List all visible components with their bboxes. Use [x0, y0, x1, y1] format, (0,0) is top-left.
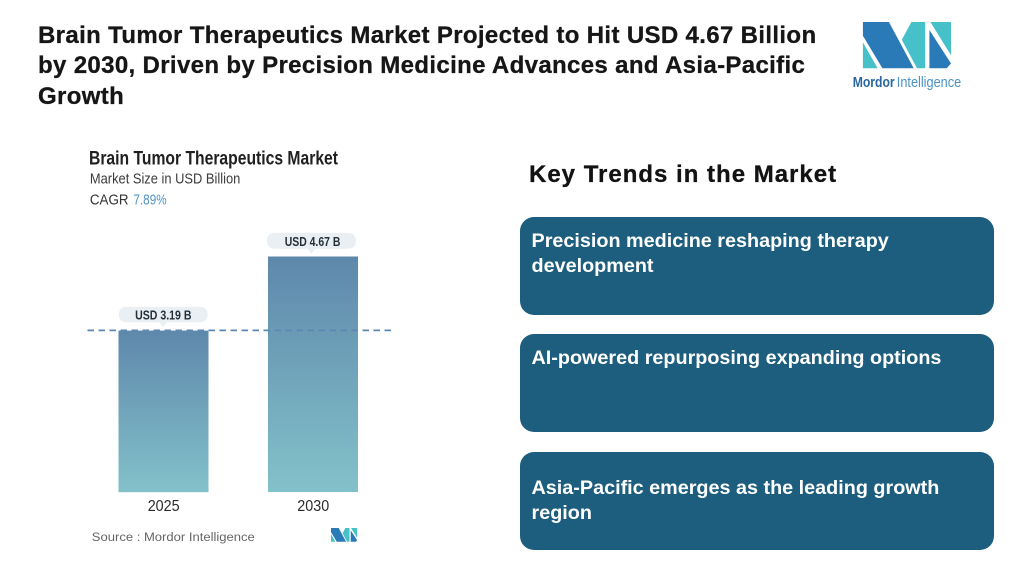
svg-text:Market Size in USD Billion: Market Size in USD Billion [90, 172, 240, 188]
svg-text:7.89%: 7.89% [133, 192, 166, 208]
svg-text:USD 3.19 B: USD 3.19 B [135, 308, 191, 323]
svg-text:2025: 2025 [148, 498, 180, 515]
svg-text:CAGR: CAGR [90, 192, 129, 208]
svg-text:Intelligence: Intelligence [897, 74, 961, 91]
svg-text:Brain Tumor Therapeutics Marke: Brain Tumor Therapeutics Market [89, 147, 338, 169]
svg-text:Mordor: Mordor [853, 74, 895, 91]
svg-text:USD 4.67 B: USD 4.67 B [285, 234, 341, 249]
svg-text:2030: 2030 [297, 498, 329, 515]
svg-text:Source : Mordor Intelligence: Source : Mordor Intelligence [92, 530, 255, 544]
